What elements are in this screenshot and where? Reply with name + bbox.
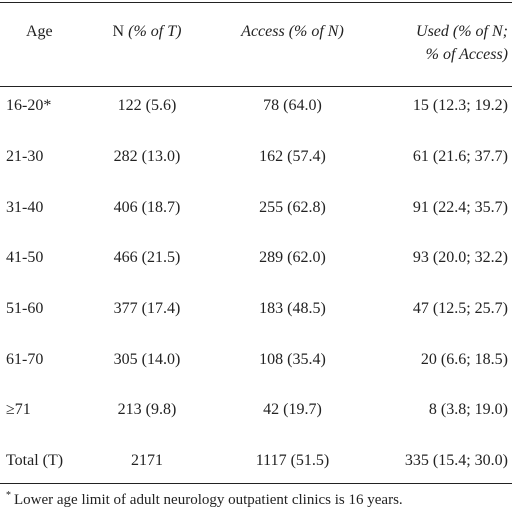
row-age: Total (T) bbox=[6, 452, 64, 469]
row-used: 91 (22.4; 35.7) bbox=[412, 199, 508, 216]
row-access: 162 (57.4) bbox=[259, 148, 326, 165]
row-access: 255 (62.8) bbox=[259, 199, 326, 216]
row-used: 8 (3.8; 19.0) bbox=[428, 401, 508, 418]
row-used: 93 (20.0; 32.2) bbox=[412, 249, 508, 266]
row-used: 15 (12.3; 19.2) bbox=[412, 97, 508, 114]
row-age: 61-70 bbox=[6, 351, 44, 368]
row-used: 61 (21.6; 37.7) bbox=[412, 148, 508, 165]
header-access-label: Access (% of N) bbox=[241, 23, 344, 40]
header-n-main: N bbox=[112, 23, 129, 40]
table-bottom-rule bbox=[0, 483, 512, 484]
row-access: 78 (64.0) bbox=[263, 97, 322, 114]
row-n: 213 (9.8) bbox=[117, 401, 177, 418]
row-n: 377 (17.4) bbox=[113, 300, 181, 317]
table-footnote: * Lower age limit of adult neurology outp… bbox=[6, 490, 403, 510]
row-access: 108 (35.4) bbox=[259, 351, 326, 368]
header-n: N (% of T) bbox=[82, 22, 212, 42]
row-age: ≥71 bbox=[6, 401, 31, 418]
table-top-rule bbox=[0, 2, 512, 3]
row-used: 47 (12.5; 25.7) bbox=[412, 300, 508, 317]
footnote-marker: * bbox=[6, 490, 11, 501]
row-age: 21-30 bbox=[6, 148, 44, 165]
header-access: Access (% of N) bbox=[200, 22, 385, 42]
header-used-line1: Used (% of N; bbox=[380, 22, 508, 42]
row-n: 466 (21.5) bbox=[113, 249, 181, 266]
header-used-line2: % of Access) bbox=[380, 45, 508, 65]
row-n: 2171 bbox=[131, 452, 163, 469]
header-age: Age bbox=[26, 23, 53, 40]
row-access: 183 (48.5) bbox=[259, 300, 326, 317]
header-used-label-2: % of Access) bbox=[425, 46, 508, 63]
row-age: 41-50 bbox=[6, 249, 44, 266]
header-n-italic: (% of T) bbox=[128, 23, 182, 40]
table-header-rule bbox=[0, 86, 512, 87]
row-access: 289 (62.0) bbox=[259, 249, 326, 266]
row-age: 31-40 bbox=[6, 199, 44, 216]
row-age: 51-60 bbox=[6, 300, 44, 317]
row-access: 42 (19.7) bbox=[263, 401, 322, 418]
row-n: 282 (13.0) bbox=[113, 148, 181, 165]
header-used-label-1: Used (% of N; bbox=[416, 23, 508, 40]
row-access: 1117 (51.5) bbox=[255, 452, 330, 469]
row-n: 305 (14.0) bbox=[113, 351, 181, 368]
row-used: 335 (15.4; 30.0) bbox=[404, 452, 508, 469]
row-age: 16-20* bbox=[6, 97, 52, 114]
footnote-text: Lower age limit of adult neurology outpa… bbox=[14, 492, 403, 508]
row-n: 406 (18.7) bbox=[113, 199, 181, 216]
row-used: 20 (6.6; 18.5) bbox=[420, 351, 508, 368]
row-n: 122 (5.6) bbox=[117, 97, 177, 114]
